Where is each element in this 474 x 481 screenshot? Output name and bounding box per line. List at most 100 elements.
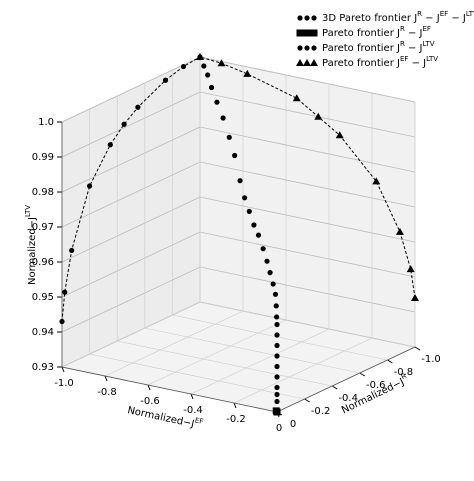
marker — [274, 332, 280, 338]
legend-label-part: − J — [422, 13, 440, 24]
y-tick-label: -1.0 — [421, 354, 441, 365]
marker — [274, 391, 280, 398]
marker — [314, 112, 323, 120]
z-tick-label: 0.99 — [32, 152, 54, 163]
y-tick-label: 0 — [290, 419, 296, 430]
legend: 3D Pareto frontier JR − JEF − JLTVPareto… — [296, 10, 474, 69]
x-tick — [104, 375, 108, 382]
x-tick-label: -0.8 — [97, 387, 117, 398]
z-axis-label-part: Normalized−J — [27, 217, 38, 285]
z-tick-label: 0.95 — [32, 292, 54, 303]
marker — [107, 142, 113, 148]
z-tick-label: 1.0 — [38, 117, 54, 128]
marker — [310, 59, 318, 66]
grid-line — [116, 96, 333, 387]
marker — [196, 53, 204, 60]
z-tick-label: 0.96 — [32, 257, 54, 268]
grid-line — [89, 109, 305, 400]
marker — [311, 45, 317, 51]
panes — [60, 56, 417, 413]
marker — [205, 72, 211, 78]
y-tick-label: -0.2 — [311, 406, 331, 417]
marker — [270, 281, 276, 287]
legend-label-part: − J — [405, 28, 423, 39]
y-tick — [359, 372, 366, 377]
legend-label-part: LTV — [423, 40, 435, 48]
marker — [162, 77, 169, 83]
marker — [274, 321, 280, 328]
marker — [121, 121, 127, 127]
x-tick-label: -0.6 — [140, 396, 160, 407]
x-axis-label-part: EF — [194, 416, 204, 426]
legend-label: Pareto frontier JR − JLTV — [322, 40, 435, 54]
marker — [226, 134, 232, 140]
legend-label-part: R — [417, 10, 422, 18]
marker — [272, 407, 280, 415]
z-axis-label-part: LTV — [24, 205, 32, 217]
z-tick-label: 0.94 — [32, 327, 54, 338]
marker — [296, 29, 304, 37]
marker — [135, 104, 141, 110]
marker — [59, 318, 65, 325]
marker — [214, 99, 220, 105]
marker — [180, 63, 187, 70]
y-tick — [304, 398, 310, 403]
legend-label-part: LTV — [466, 10, 474, 18]
y-tick-label: -0.4 — [338, 393, 358, 404]
legend-label-part: Pareto frontier J — [322, 43, 400, 54]
x-tick — [233, 402, 237, 409]
x-tick-label: -0.4 — [183, 405, 203, 416]
marker — [274, 363, 280, 370]
marker — [303, 59, 311, 66]
y-tick — [387, 359, 393, 364]
marker — [395, 227, 404, 235]
marker — [87, 183, 93, 189]
x-tick — [61, 366, 65, 373]
marker — [372, 177, 381, 185]
x-tick — [147, 384, 151, 391]
marker — [274, 353, 280, 359]
marker — [251, 222, 257, 228]
frontier-line — [199, 56, 416, 299]
legend-label-part: Pareto frontier J — [322, 28, 400, 39]
marker — [304, 45, 310, 51]
marker — [242, 195, 248, 201]
y-axis-label-part: R — [400, 372, 408, 381]
z-tick-label: 0.97 — [32, 222, 54, 233]
legend-label-part: R — [400, 40, 405, 48]
marker — [264, 258, 270, 264]
legend-label: 3D Pareto frontier JR − JEF − JLTV — [322, 10, 474, 24]
marker — [62, 289, 68, 295]
marker — [297, 15, 303, 21]
marker — [310, 29, 318, 37]
z-tick-label: 0.93 — [32, 362, 54, 373]
marker — [217, 59, 226, 67]
ticks: 0.93 0.94 0.95 0.96 0.97 0.98 0.99 1.0 -1.0 -0.8 -… — [32, 117, 441, 434]
legend-label-part: LTV — [426, 55, 438, 63]
legend-label-part: 3D Pareto frontier J — [322, 13, 417, 24]
legend-label: Pareto frontier JR − JEF — [322, 25, 431, 39]
marker — [267, 270, 273, 276]
marker — [296, 59, 304, 66]
marker — [220, 115, 226, 121]
legend-label-part: − J — [408, 58, 426, 69]
marker — [208, 84, 215, 91]
marker — [273, 303, 279, 309]
x-tick-label: 0 — [276, 423, 282, 434]
x-tick-label: -1.0 — [54, 378, 74, 389]
marker — [411, 294, 419, 301]
marker — [406, 265, 415, 273]
marker — [292, 94, 301, 102]
marks — [59, 53, 419, 416]
marker — [274, 314, 280, 320]
x-tick-label: -0.2 — [226, 414, 246, 425]
y-tick-label: -0.6 — [366, 380, 386, 391]
grid-line — [144, 83, 360, 374]
y-tick — [331, 385, 338, 390]
marker — [237, 178, 243, 184]
marker — [297, 45, 303, 51]
marker — [274, 398, 280, 405]
legend-label-part: EF — [440, 10, 448, 18]
z-tick-label: 0.98 — [32, 187, 54, 198]
